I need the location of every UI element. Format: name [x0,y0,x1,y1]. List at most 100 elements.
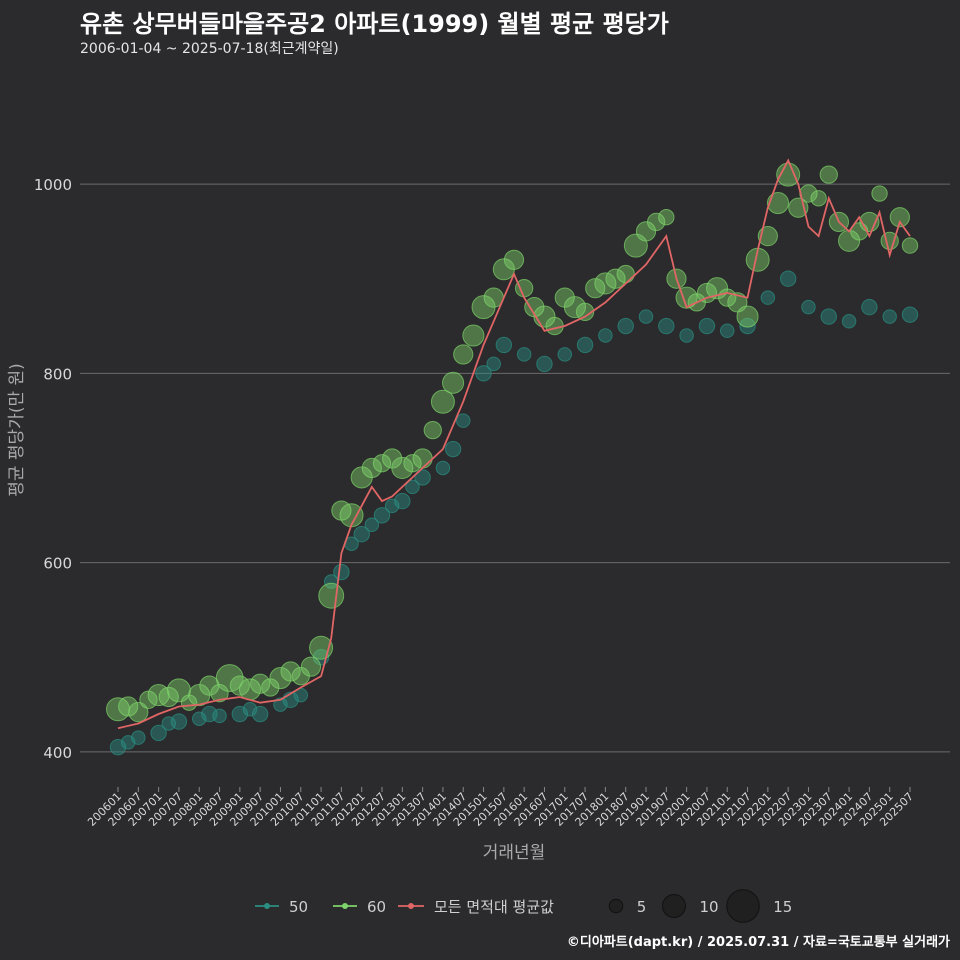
data-point [475,365,492,382]
series-60 [106,162,919,723]
y-tick-label: 600 [43,555,72,573]
data-point [333,563,350,581]
data-point [801,299,816,315]
data-point [820,308,837,325]
data-point [658,317,675,335]
legend-size-label: 15 [773,898,792,916]
data-point [638,309,654,324]
data-point [384,498,400,514]
data-point [635,221,657,242]
data-point [250,673,271,694]
data-point [403,454,422,473]
data-point [455,413,471,428]
data-point [318,582,345,609]
x-axis-label: 거래년월 [483,843,546,863]
chart-subtitle: 2006-01-04 ~ 2025-07-18(최근계약일) [80,41,339,57]
data-point [598,328,613,343]
data-point [391,456,414,480]
data-point [242,702,258,717]
y-axis-label: 평균 평당가(만 원) [7,363,27,497]
average-line-path [117,158,911,730]
data-point [861,298,878,316]
gridlines [80,183,950,753]
data-point [647,212,666,232]
legend-label: 모든 면적대 평균값 [434,898,554,916]
chart-title: 유촌 상무버들마을주공2 아파트(1999) 월별 평균 평당가 [80,10,669,38]
data-point [495,336,513,354]
data-point [594,272,617,295]
data-point [576,336,594,354]
data-point [215,664,244,692]
credit-text: ©디아파트(dapt.kr) / 2025.07.31 / 자료=국토교통부 실… [566,935,950,950]
data-point [161,716,177,731]
data-point [617,317,634,335]
data-point [131,730,146,745]
x-axis: 2006012006072007012007072008012008072009… [85,787,916,829]
data-point [516,347,532,362]
legend-size-label: 5 [637,898,647,916]
data-point [405,479,420,495]
data-point [361,457,382,479]
data-point [557,347,573,362]
data-point [536,355,553,373]
data-point [871,185,888,202]
data-point [616,264,635,284]
data-point [372,454,392,473]
data-point [251,705,269,723]
data-point [698,317,716,335]
data-point [453,344,474,365]
data-point [118,696,139,717]
data-point [280,661,301,682]
data-point [430,389,455,414]
data-point [779,270,797,287]
y-axis: 400 600 800 1000 [34,176,72,762]
data-point [170,713,188,730]
y-tick-label: 400 [43,744,72,762]
legend-size-label: 10 [700,898,719,916]
data-point [901,306,919,323]
data-point [658,209,675,226]
legend: 50 60 모든 면적대 평균값 5 10 15 [255,889,792,923]
data-point [373,507,391,524]
data-point [486,356,501,372]
data-point [810,190,827,207]
data-point [147,684,170,707]
data-point [300,656,322,677]
data-point [575,302,595,321]
data-point [353,526,370,543]
data-point [739,317,756,335]
data-point [819,165,838,184]
data-point [442,371,465,394]
data-point [414,469,431,486]
data-point [679,328,694,343]
data-point [269,667,292,690]
data-point [444,440,462,458]
data-point [462,324,485,347]
data-point [889,207,910,228]
legend-swatch-dot [342,903,348,909]
data-point [776,162,801,187]
data-point [158,686,179,708]
data-point [435,460,451,476]
data-point [364,517,380,533]
legend-size-swatch [608,898,624,914]
y-tick-label: 1000 [34,176,72,194]
data-point [394,492,411,510]
data-point [150,724,167,742]
data-point [719,323,735,339]
y-tick-label: 800 [43,365,72,383]
series-50 [109,270,919,756]
data-point [736,305,759,328]
data-point [901,237,919,254]
legend-size-swatch [726,889,760,923]
data-point [882,309,897,324]
data-point [760,290,776,305]
data-point [128,702,149,723]
legend-swatch-dot [264,903,270,909]
legend-swatch-dot [408,903,414,909]
data-point [191,711,207,727]
data-point [212,708,227,724]
data-point [412,448,433,469]
data-point [545,316,564,336]
